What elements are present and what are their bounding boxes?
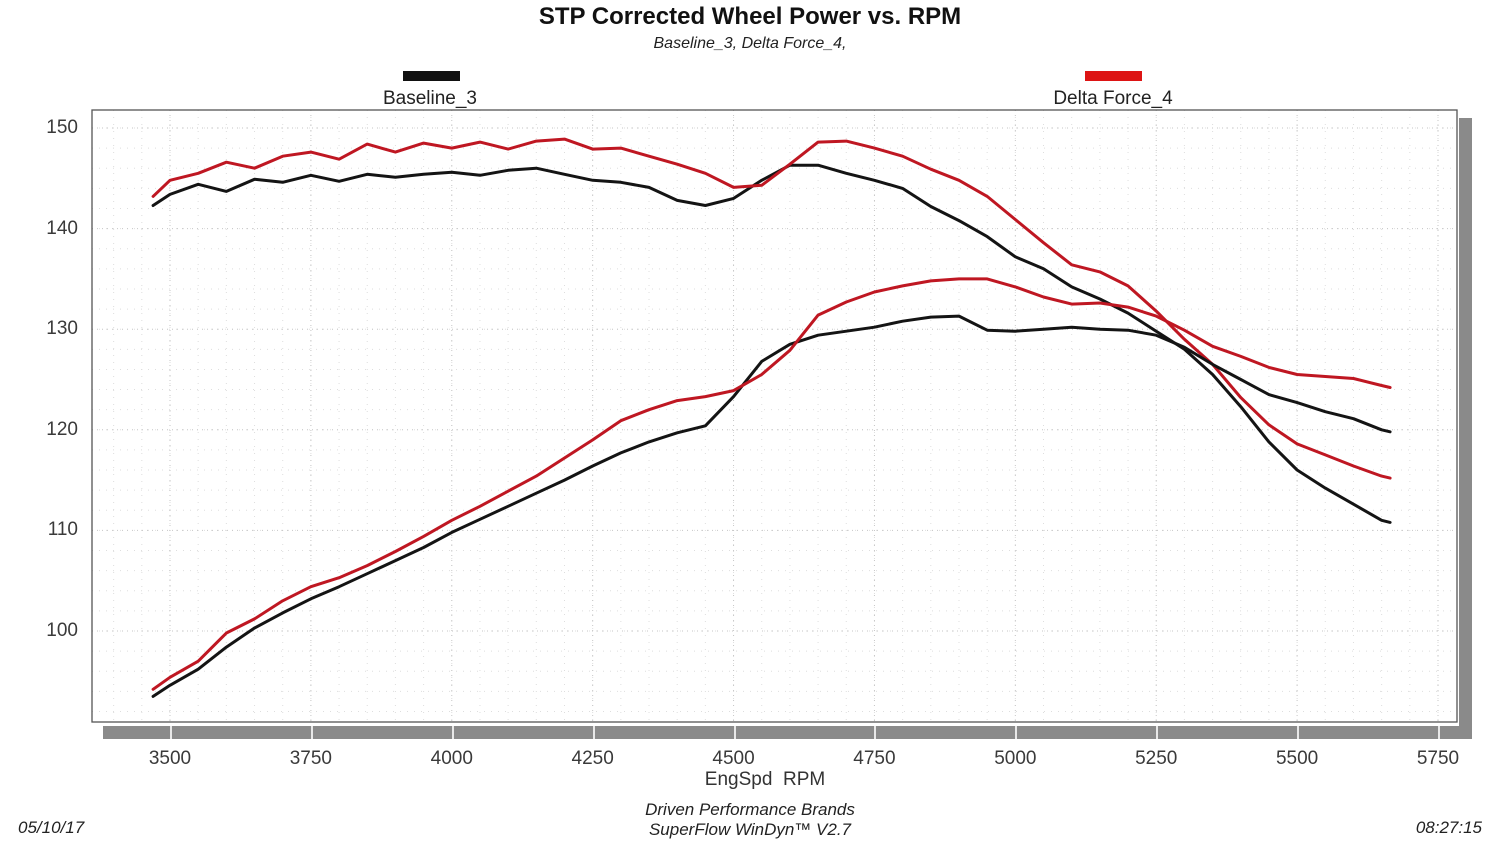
page-title: STP Corrected Wheel Power vs. RPM: [538, 3, 962, 30]
plot-right-shadow-bar: [1459, 118, 1472, 739]
xaxis-shadow-bar: [103, 726, 1471, 739]
y-tick-label-150: 150: [46, 117, 78, 138]
x-tick-label-4000: 4000: [430, 748, 473, 769]
x-axis-tick-mark: [874, 726, 877, 739]
y-tick-label-130: 130: [46, 318, 78, 340]
x-axis-tick-mark: [1156, 726, 1159, 739]
x-tick-label-4750: 4750: [853, 748, 896, 769]
x-axis-title: EngSpd RPM: [704, 769, 826, 790]
curve-baseline-3-lower: [151, 314, 1392, 698]
legend-label-baseline: Baseline_3: [382, 88, 478, 109]
time-stamp: 08:27:15: [1415, 818, 1482, 837]
x-tick-label-3500: 3500: [148, 748, 192, 769]
x-axis-tick-mark: [170, 726, 172, 739]
x-tick-label-3750: 3750: [289, 748, 333, 769]
curve-baseline-3-upper: [151, 163, 1392, 524]
y-tick-label-140: 140: [46, 217, 78, 239]
x-tick-label-5750: 5750: [1416, 748, 1460, 769]
x-axis-tick-mark: [310, 726, 313, 739]
y-tick-label-110: 110: [47, 519, 78, 541]
x-axis-tick-mark: [1015, 726, 1018, 739]
curve-delta-force-4-lower: [151, 277, 1392, 691]
y-tick-label-100: 100: [46, 620, 78, 641]
x-axis-tick-mark: [733, 726, 736, 739]
x-tick-label-5500: 5500: [1275, 748, 1319, 769]
x-tick-label-4250: 4250: [571, 748, 614, 769]
footer-software-version: SuperFlow WinDyn™ V2.7: [648, 820, 852, 839]
plot-frame: [91, 109, 1458, 723]
y-tick-label-120: 120: [46, 418, 78, 440]
x-axis-tick-mark: [451, 726, 454, 739]
date-stamp: 05/10/17: [18, 818, 85, 837]
x-tick-label-5000: 5000: [994, 748, 1037, 769]
chart-subtitle: Baseline_3, Delta Force_4,: [653, 35, 847, 52]
x-tick-label-5250: 5250: [1135, 748, 1178, 769]
legend-label-delta: Delta Force_4: [1053, 88, 1173, 109]
legend-swatch-baseline: [403, 71, 460, 81]
x-tick-label-4500: 4500: [712, 748, 755, 769]
footer-brand-line: Driven Performance Brands: [645, 800, 855, 819]
x-axis-tick-mark: [1297, 726, 1300, 739]
plot-background: [92, 110, 1457, 722]
x-axis-tick-mark: [1438, 726, 1440, 739]
curve-delta-force-4-upper: [151, 137, 1392, 480]
x-axis-tick-mark: [592, 726, 595, 739]
legend-swatch-delta: [1085, 71, 1142, 81]
